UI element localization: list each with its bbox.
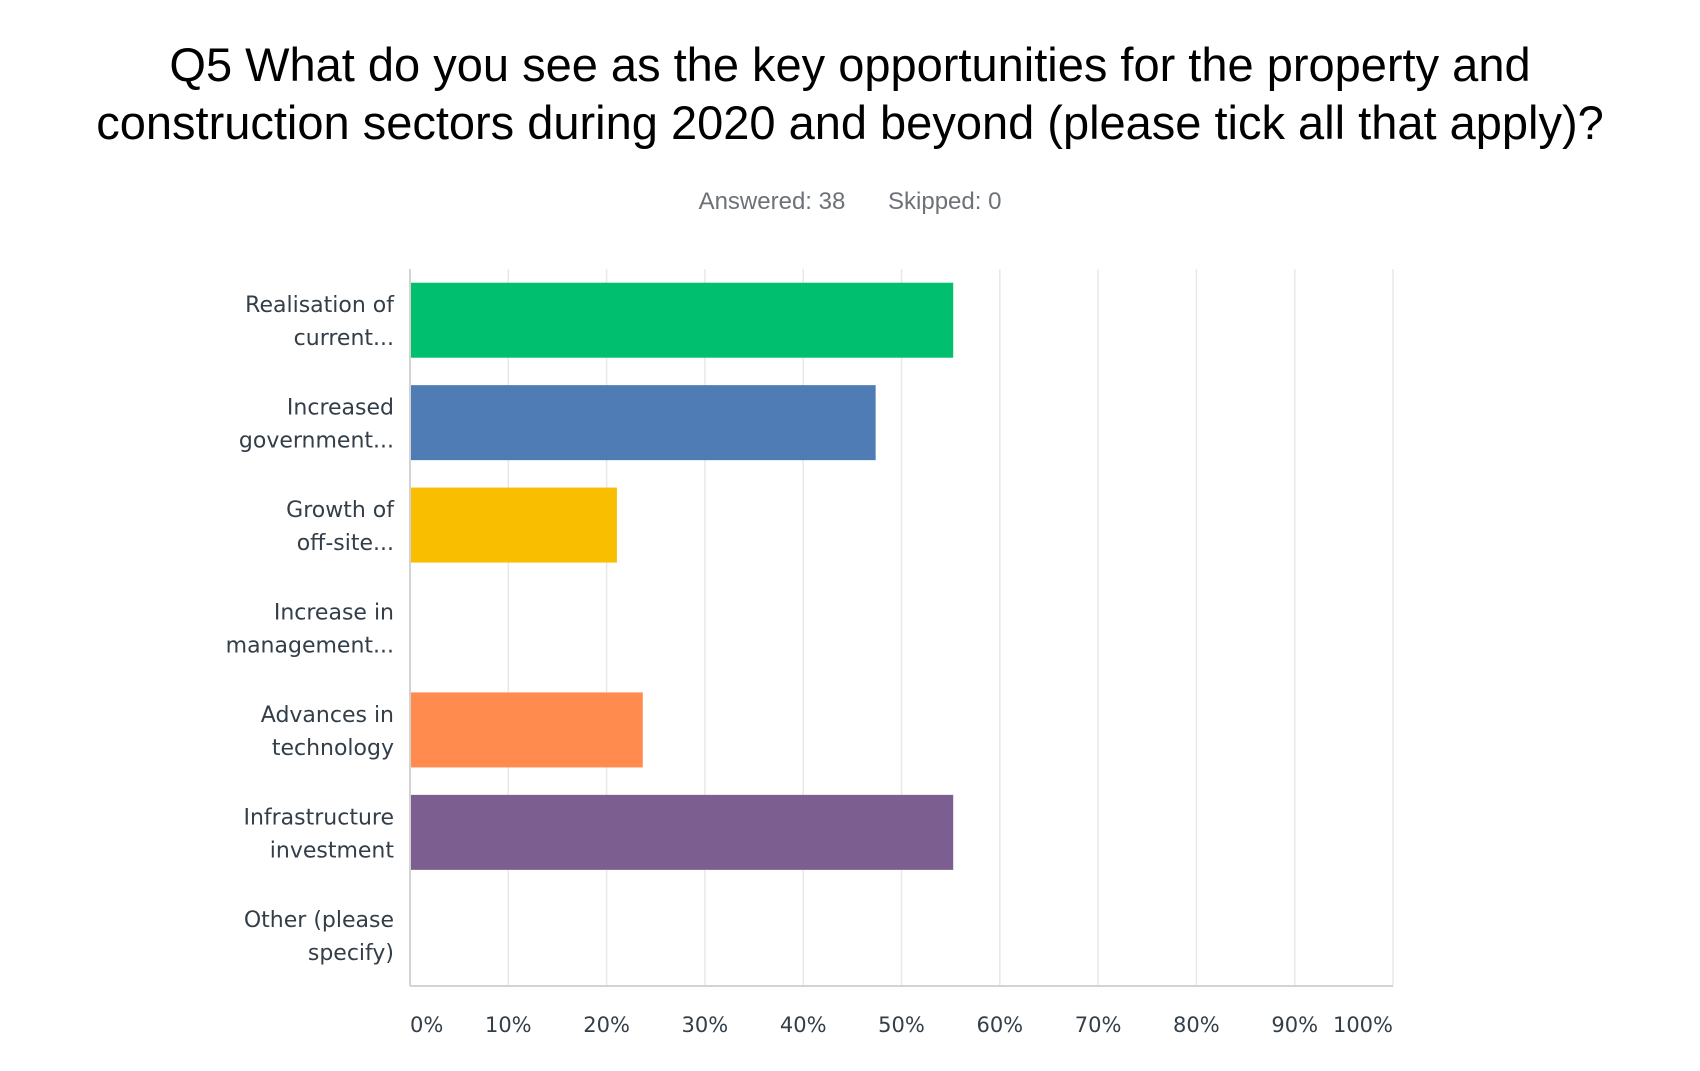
bar xyxy=(410,282,954,358)
category-label: Advances in xyxy=(261,703,394,728)
category-label: specify) xyxy=(308,941,394,966)
x-tick-label: 90% xyxy=(1271,1013,1318,1037)
response-stats: Answered: 38 Skipped: 0 xyxy=(0,188,1700,216)
x-tick-label: 40% xyxy=(780,1013,827,1037)
skipped-count: Skipped: 0 xyxy=(888,188,1002,215)
category-label: off-site... xyxy=(297,531,394,556)
category-label: current... xyxy=(294,326,394,351)
category-label: Increased xyxy=(287,396,394,421)
x-tick-label: 100% xyxy=(1333,1013,1393,1037)
x-tick-label: 0% xyxy=(410,1013,443,1037)
x-tick-label: 70% xyxy=(1075,1013,1122,1037)
category-label: management... xyxy=(226,634,394,659)
category-label: Increase in xyxy=(274,601,394,626)
chart-title-line-2: construction sectors during 2020 and bey… xyxy=(96,96,1604,149)
bar xyxy=(410,692,643,768)
x-tick-label: 30% xyxy=(682,1013,729,1037)
category-label: government... xyxy=(239,429,394,454)
x-tick-label: 80% xyxy=(1173,1013,1220,1037)
bar xyxy=(410,794,954,870)
chart-title-line-1: Q5 What do you see as the key opportunit… xyxy=(169,38,1531,91)
category-label: technology xyxy=(272,736,394,761)
bar xyxy=(410,385,876,461)
category-label: investment xyxy=(270,838,395,863)
chart-title: Q5 What do you see as the key opportunit… xyxy=(0,36,1700,152)
x-tick-label: 50% xyxy=(878,1013,925,1037)
category-label: Infrastructure xyxy=(243,805,394,830)
bar xyxy=(410,487,617,563)
category-label: Realisation of xyxy=(245,293,395,318)
category-label: Other (please xyxy=(244,908,394,933)
x-tick-label: 60% xyxy=(976,1013,1023,1037)
x-tick-label: 20% xyxy=(583,1013,630,1037)
answered-count: Answered: 38 xyxy=(698,188,846,215)
category-label: Growth of xyxy=(286,498,395,523)
x-tick-label: 10% xyxy=(485,1013,532,1037)
